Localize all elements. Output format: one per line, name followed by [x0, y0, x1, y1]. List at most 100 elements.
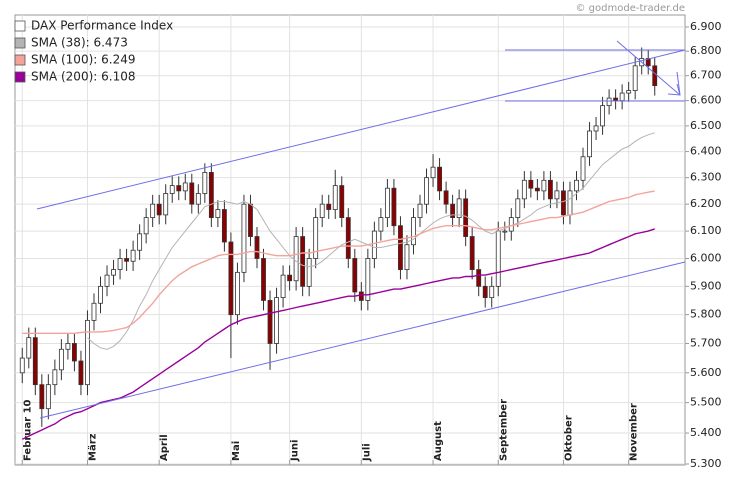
candle-body — [45, 384, 51, 410]
x-tick-label: Februar 10 — [22, 399, 33, 461]
candle-body — [567, 190, 573, 216]
x-tick-label: Oktober — [563, 415, 574, 461]
candle-body — [26, 337, 32, 359]
candle-body — [130, 249, 136, 262]
candle-body — [78, 360, 84, 386]
candle-body — [606, 97, 612, 107]
candle-body — [176, 185, 182, 192]
candle-body — [580, 156, 586, 181]
y-tick-label: 6.300 — [690, 171, 722, 184]
y-tick-label: 6.600 — [690, 94, 722, 107]
x-tick-label: August — [433, 421, 444, 461]
candle-body — [169, 185, 175, 194]
candle-body — [228, 241, 234, 316]
legend-label: SMA (38): 6.473 — [31, 36, 128, 50]
sma-line — [22, 190, 655, 334]
candle-body — [613, 97, 619, 102]
x-tick-label: April — [159, 434, 170, 461]
candle-body — [254, 236, 260, 259]
candle-body — [163, 193, 169, 216]
candle-body — [182, 182, 188, 192]
candle-body — [574, 179, 579, 192]
candle-body — [587, 130, 592, 158]
candle-body — [287, 274, 293, 282]
candle-body — [215, 209, 221, 218]
candle-body — [143, 217, 149, 235]
candle-body — [547, 179, 553, 200]
candle-body — [58, 348, 64, 371]
annotations — [36, 40, 686, 419]
candle-body — [424, 177, 429, 205]
candle-body — [450, 203, 456, 218]
trend-line — [39, 261, 686, 419]
candle-body — [456, 198, 462, 218]
candle-body — [352, 258, 358, 293]
y-tick-label: 5.800 — [690, 308, 722, 321]
candle-body — [502, 230, 508, 233]
x-tick-label: März — [87, 433, 98, 461]
candle-body — [326, 203, 332, 210]
candle-body — [332, 185, 338, 210]
candle-body — [91, 302, 97, 321]
y-tick-label: 6.800 — [690, 44, 722, 57]
y-tick-label: 5.600 — [690, 366, 722, 379]
candle-body — [593, 125, 599, 132]
candle-body — [521, 179, 527, 200]
candle-body — [534, 187, 540, 192]
legend-swatch — [14, 54, 26, 66]
candle-body — [476, 269, 482, 287]
candle-body — [189, 182, 195, 205]
candle-body — [300, 236, 306, 287]
candle-body — [137, 233, 143, 251]
legend-label: SMA (100): 6.249 — [31, 53, 135, 67]
candle-body — [52, 369, 58, 386]
x-tick-label: Juni — [290, 440, 301, 462]
candle-body — [19, 357, 25, 374]
candle-body — [72, 343, 77, 362]
y-tick-label: 6.400 — [690, 145, 722, 158]
x-tick-label: September — [498, 399, 509, 461]
candle-body — [261, 258, 266, 301]
y-tick-label: 6.200 — [690, 197, 722, 210]
legend-label: SMA (200): 6.108 — [31, 70, 135, 84]
candle-body — [39, 384, 45, 410]
x-tick-label: November — [629, 403, 640, 461]
y-tick-label: 6.100 — [690, 224, 722, 237]
candle-body — [267, 300, 273, 344]
candle-body — [319, 203, 325, 218]
legend-swatch — [14, 37, 26, 49]
candle-body — [554, 190, 560, 200]
candle-body — [293, 236, 299, 282]
candle-body — [404, 244, 410, 270]
arrow — [616, 40, 681, 96]
candle-body — [156, 203, 162, 216]
candle-body — [561, 190, 566, 216]
candle-body — [600, 105, 605, 127]
y-tick-label: 6.900 — [690, 20, 722, 33]
candle-body — [528, 179, 534, 189]
candle-body — [508, 217, 514, 232]
candle-body — [652, 65, 658, 87]
y-tick-label: 5.900 — [690, 279, 722, 292]
legend-label: DAX Performance Index — [31, 19, 173, 33]
candle-body — [430, 166, 436, 179]
candle-body — [515, 198, 521, 218]
candle-body — [391, 187, 397, 227]
candle-body — [221, 209, 227, 243]
sma-line — [87, 132, 655, 350]
candle-body — [398, 225, 403, 270]
x-tick-label: Mai — [231, 441, 242, 461]
candle-body — [378, 217, 384, 232]
candle-body — [202, 172, 208, 194]
candle-body — [111, 269, 116, 276]
arrow — [676, 71, 681, 96]
x-tick-label: Juli — [361, 443, 372, 462]
candle-body — [619, 92, 625, 102]
candle-body — [124, 258, 130, 262]
candle-body — [313, 217, 319, 259]
y-tick-label: 6.000 — [690, 251, 722, 264]
y-tick-label: 5.400 — [690, 426, 722, 439]
source: © godmode-trader.de — [576, 3, 686, 14]
